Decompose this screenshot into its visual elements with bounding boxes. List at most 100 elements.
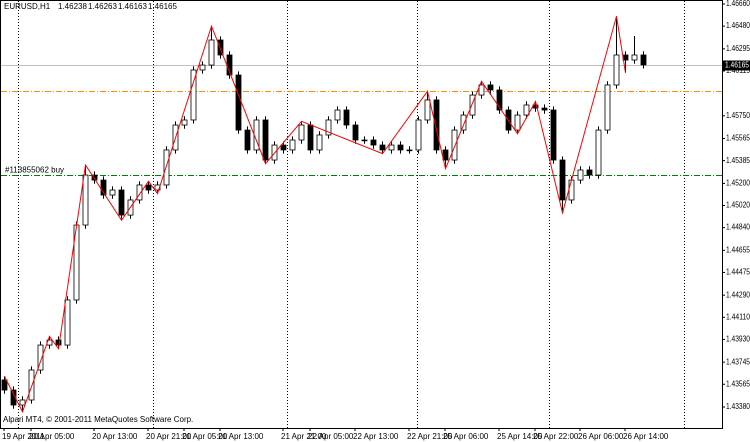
y-tick-label: 1.45385 — [726, 156, 750, 165]
candle-body — [487, 84, 494, 91]
candle-body — [397, 144, 404, 151]
candle-body — [334, 109, 341, 121]
candle-body — [559, 159, 566, 201]
candle-body — [199, 64, 206, 71]
candle-body — [64, 299, 71, 346]
price-box-label: 1.46165 — [725, 61, 749, 70]
x-tick-label: 21 Apr 21:00 — [281, 432, 327, 441]
candle-body — [415, 119, 422, 151]
candle-body — [361, 139, 368, 142]
candle-body — [316, 134, 323, 151]
candle-body — [352, 124, 359, 141]
x-tick-label: 21 Apr 05:00 — [182, 432, 228, 441]
candle-body — [163, 149, 170, 186]
y-tick-label: 1.45020 — [726, 201, 750, 210]
x-tick-label: 20 Apr 13:00 — [92, 432, 138, 441]
y-tick-label: 1.45200 — [726, 178, 750, 187]
header-value: 1.46263 — [88, 2, 117, 11]
candle-body — [307, 124, 314, 151]
header-value: 1.46165 — [148, 2, 177, 11]
candle-body — [37, 344, 44, 371]
candle-body — [118, 189, 125, 216]
candle-body — [460, 114, 467, 131]
plot-frame — [0, 0, 723, 429]
y-tick-label: 1.46115 — [726, 66, 750, 75]
candle-body — [280, 144, 287, 151]
y-tick-label: 1.43565 — [726, 379, 750, 388]
candle-body — [496, 89, 503, 111]
candle-body — [145, 184, 152, 191]
zigzag-line — [4, 16, 626, 414]
header-value: 1.46163 — [118, 2, 147, 11]
candle-body — [262, 119, 269, 161]
x-tick-label: 22 Apr 21:00 — [407, 432, 453, 441]
candle-body — [136, 184, 143, 201]
candle-body — [568, 179, 575, 201]
y-tick-label: 1.45750 — [726, 111, 750, 120]
x-tick-label: 22 Apr 13:00 — [353, 432, 399, 441]
header: EURUSD,H1 — [4, 2, 51, 11]
candle-body — [28, 369, 35, 401]
order-label: #113855062 buy — [5, 166, 64, 175]
candle-body — [244, 129, 251, 151]
candle-body — [478, 84, 485, 96]
candle-body — [55, 339, 62, 346]
x-tick-label: 26 Apr 06:00 — [578, 432, 624, 441]
x-tick-label: 19 Apr 2011 — [2, 432, 45, 441]
x-tick-label: 22 Apr 05:00 — [308, 432, 354, 441]
candle-body — [91, 174, 98, 181]
candle-body — [343, 109, 350, 126]
x-tick-label: 20 Apr 21:00 — [146, 432, 192, 441]
candle-body — [109, 189, 116, 196]
candle-body — [451, 129, 458, 161]
candle-body — [10, 389, 17, 406]
candle-body — [208, 39, 215, 66]
y-tick-label: 1.44655 — [726, 245, 750, 254]
candle-body — [469, 94, 476, 116]
candle-body — [631, 54, 638, 61]
x-tick-label: 20 Apr 05:00 — [29, 432, 75, 441]
candle-body — [424, 99, 431, 121]
y-tick-label: 1.44110 — [726, 312, 750, 321]
candle-body — [298, 124, 305, 141]
y-tick-label: 1.43380 — [726, 402, 750, 411]
price-box — [723, 60, 750, 71]
x-tick-label: 25 Apr 14:00 — [497, 432, 543, 441]
candle-body — [190, 69, 197, 121]
x-tick-label: 21 Apr 13:00 — [218, 432, 264, 441]
y-tick-label: 1.46295 — [726, 44, 750, 53]
candle-body — [325, 119, 332, 136]
candle-body — [1, 379, 8, 391]
candle-body — [523, 104, 530, 116]
x-tick-label: 26 Apr 14:00 — [623, 432, 669, 441]
y-tick-label: 1.43745 — [726, 357, 750, 366]
candle-body — [217, 39, 224, 56]
candle-body — [433, 99, 440, 151]
candle-body — [640, 54, 647, 66]
candle-body — [100, 179, 107, 196]
footer: Alpari MT4, © 2001-2011 MetaQuotes Softw… — [3, 415, 193, 424]
candle-body — [541, 107, 548, 111]
x-tick-label: 25 Apr 06:00 — [443, 432, 489, 441]
candle-body — [550, 109, 557, 161]
candle-body — [577, 169, 584, 181]
y-tick-label: 1.46480 — [726, 21, 750, 30]
candle-body — [379, 144, 386, 151]
y-tick-label: 1.44475 — [726, 268, 750, 277]
candle-body — [406, 149, 413, 152]
candle-body — [442, 149, 449, 161]
x-tick-label: 25 Apr 22:00 — [533, 432, 579, 441]
y-tick-label: 1.45565 — [726, 134, 750, 143]
y-tick-label: 1.46660 — [726, 0, 750, 8]
candle-body — [613, 54, 620, 86]
candle-body — [595, 129, 602, 176]
candle-body — [586, 169, 593, 176]
candle-body — [289, 139, 296, 151]
candle-body — [514, 114, 521, 131]
y-tick-label: 1.43930 — [726, 335, 750, 344]
candle-body — [19, 399, 26, 406]
y-tick-label: 1.44290 — [726, 290, 750, 299]
chart-title: EURUSD,H1 — [4, 2, 51, 11]
